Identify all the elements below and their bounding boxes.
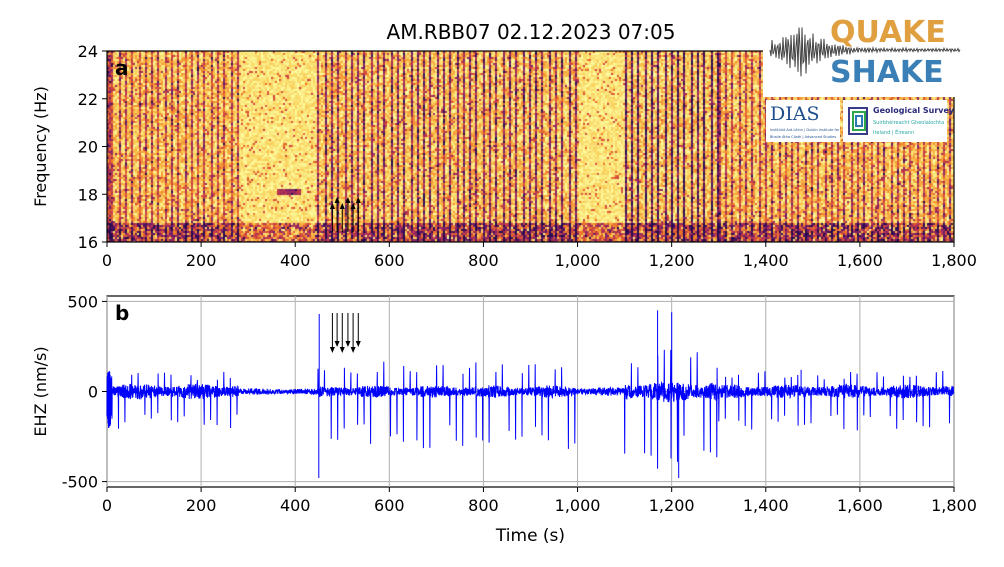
panel-label: b [115,301,129,325]
panel-label: a [115,56,129,80]
y-tick-label: 0 [88,383,98,402]
y-tick-label: 20 [78,138,98,157]
x-tick-label: 800 [468,251,499,270]
y-tick-label: 18 [78,185,98,204]
quakeshake-logo: QUAKE SHAKE [763,0,961,97]
x-tick-label: 0 [102,496,112,515]
arrowhead-up-icon [345,197,351,203]
dias-sub1: Institiúid Ard-Léinn | Dublin Institute … [770,128,840,132]
x-axis-label: Time (s) [495,526,565,546]
figure-title: AM.RBB07 02.12.2023 07:05 [387,20,676,44]
seismogram-axes: 0 200 400 600 800 1,000 1,200 1,400 1,600 1,800 -5… [31,292,977,546]
x-tick-label: 800 [468,496,499,515]
gsi-logo: Geological Survey Suirbhéireacht Gheolaí… [843,100,955,142]
arrowhead-down-icon [339,347,345,353]
logo-quake: QUAKE [830,15,946,50]
x-tick-label: 1,000 [555,251,601,270]
arrowhead-down-icon [329,347,335,353]
y-tick-label: 16 [78,233,98,252]
x-tick-label: 1,400 [743,496,789,515]
y-axis-label: Frequency (Hz) [31,86,50,207]
x-tick-label: 1,400 [743,251,789,270]
y-tick-label: 500 [67,292,98,311]
x-tick-label: 1,800 [931,496,977,515]
y-tick-label: -500 [62,473,98,492]
logo-shake: SHAKE [830,55,944,90]
x-tick-label: 600 [374,496,405,515]
y-tick-label: 24 [78,42,98,61]
arrowhead-up-icon [355,197,361,203]
x-tick-label: 1,600 [837,496,883,515]
arrowhead-down-icon [345,341,351,347]
y-axis-label: EHZ (nm/s) [31,346,50,436]
spectrogram-axes: 0 200 400 600 800 1,000 1,200 1,400 1,600 1,800 16… [31,42,977,270]
arrowhead-down-icon [355,341,361,347]
x-tick-label: 0 [102,251,112,270]
arrowhead-down-icon [350,347,356,353]
gsi-text: Geological Survey [873,106,955,115]
gsi-sub2: Ireland | Éireann [873,128,914,136]
x-tick-label: 1,200 [649,496,695,515]
dias-text: DIAS [770,103,819,125]
arrowhead-up-icon [339,203,345,209]
x-tick-label: 1,600 [837,251,883,270]
seismogram-trace [106,310,955,478]
arrowhead-up-icon [350,203,356,209]
x-tick-label: 200 [186,251,217,270]
arrowhead-up-icon [329,203,335,209]
arrowhead-up-icon [334,197,340,203]
x-tick-label: 1,000 [555,496,601,515]
x-tick-label: 1,800 [931,251,977,270]
x-tick-label: 1,200 [649,251,695,270]
y-tick-label: 22 [78,90,98,109]
dias-logo: DIAS Institiúid Ard-Léinn | Dublin Insti… [766,100,840,142]
x-tick-label: 400 [280,496,311,515]
gsi-sub1: Suirbhéireacht Gheolaíochta [873,119,944,126]
x-tick-label: 400 [280,251,311,270]
x-tick-label: 600 [374,251,405,270]
x-tick-label: 200 [186,496,217,515]
dias-sub2: Bhaile Átha Cliath | Advanced Studies [770,134,836,139]
arrowhead-down-icon [334,341,340,347]
